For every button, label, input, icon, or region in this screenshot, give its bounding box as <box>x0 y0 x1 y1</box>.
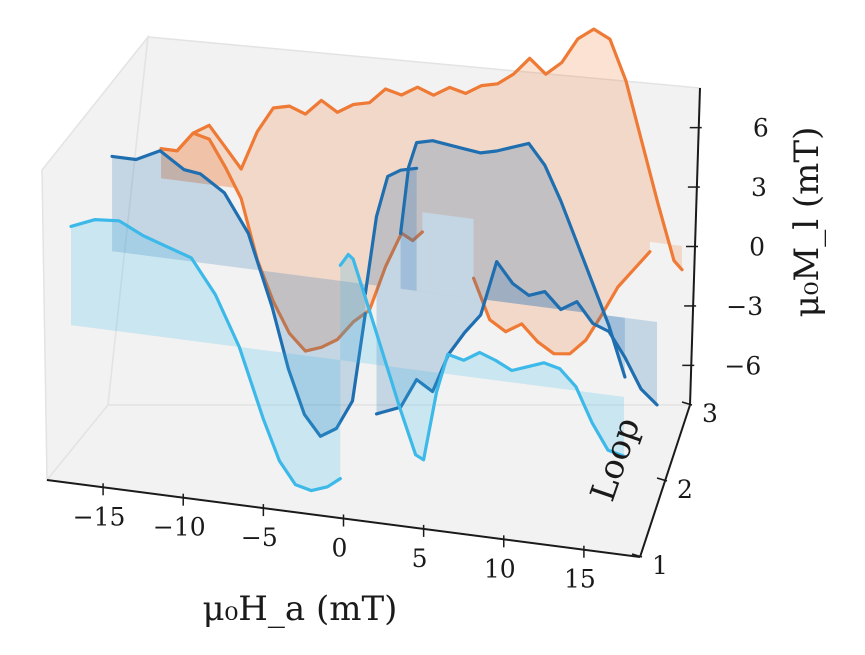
y-tick-label: 2 <box>677 475 693 504</box>
loop-2-line-2 <box>363 166 419 296</box>
y-tick-label: 3 <box>702 399 718 428</box>
series-loop-3 <box>159 27 684 356</box>
loop-3-fill-1 <box>161 133 423 352</box>
loop-2-line-4 <box>399 139 627 379</box>
loop-3-line-2 <box>159 27 684 272</box>
y-tick-mark <box>631 553 643 558</box>
loop-2-fill-3 <box>376 261 657 414</box>
loop-2-line-1 <box>110 149 367 438</box>
loop-2-fill-1 <box>112 150 366 437</box>
series-loop-1 <box>69 218 626 493</box>
series-loop-2 <box>110 139 659 438</box>
x-axis-label: μ₀H_a (mT) <box>203 589 398 629</box>
series-layer <box>69 27 684 493</box>
x-tick-label: 5 <box>412 544 428 573</box>
z-tick-label: −6 <box>724 351 761 380</box>
loop-3-fill-3 <box>473 218 650 354</box>
z-tick-label: 0 <box>749 233 765 262</box>
z-axis-label: μ₀M_l (mT) <box>787 127 827 318</box>
loop-1-fill-1 <box>71 219 341 491</box>
z-tick-label: 3 <box>751 173 767 202</box>
x-tick-label: 10 <box>484 554 516 583</box>
axes-panes <box>41 34 701 558</box>
loop-3-line-3 <box>472 250 652 356</box>
x-tick-label: 15 <box>564 565 596 594</box>
loop-3-line-1 <box>159 131 424 353</box>
x-tick-label: −15 <box>73 502 126 531</box>
x-tick-label: −10 <box>153 513 206 542</box>
loop-2-fill-4 <box>400 140 625 377</box>
y-tick-mark <box>656 477 668 482</box>
x-tick-label: 0 <box>332 534 348 563</box>
loop-1-line-2 <box>338 252 626 462</box>
x-tick-label: −5 <box>241 523 278 552</box>
z-tick-label: 6 <box>753 114 769 143</box>
loop-1-fill-2 <box>340 254 624 460</box>
z-tick-label: −3 <box>726 292 763 321</box>
y-tick-label: 1 <box>652 551 668 580</box>
loop-1-line-1 <box>69 218 342 493</box>
loop-3-fill-2 <box>161 29 683 270</box>
y-tick-mark <box>681 401 693 406</box>
